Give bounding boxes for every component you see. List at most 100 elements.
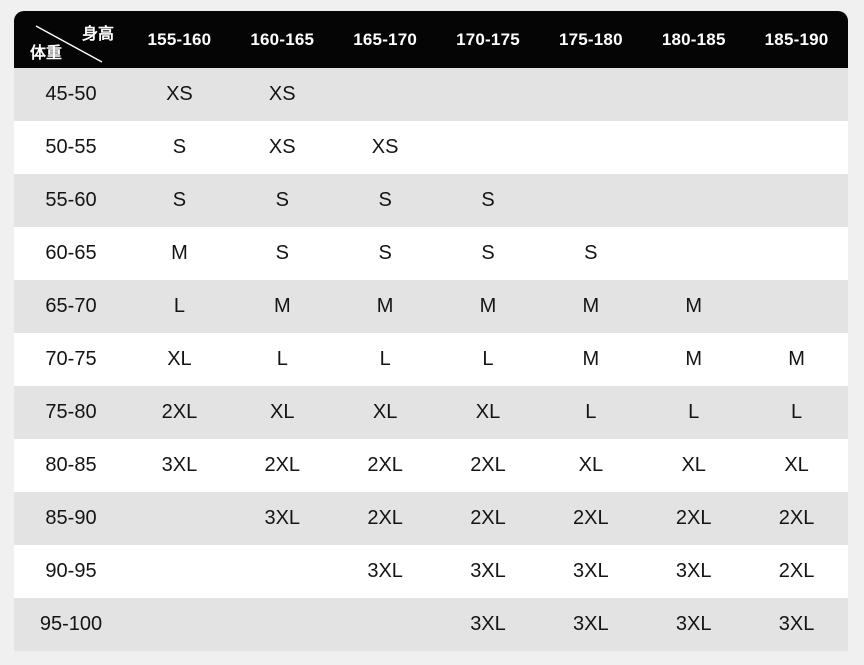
size-cell: M (685, 348, 703, 370)
empty-size-cell (128, 545, 231, 598)
size-cell: 3XL (675, 560, 712, 582)
weight-range-label: 90-95 (45, 560, 97, 582)
weight-range-label: 80-85 (45, 454, 97, 476)
size-cell: M (582, 348, 600, 370)
table-row: 85-90 3XL 2XL 2XL 2XL 2XL 2XL (14, 492, 848, 545)
size-cell: L (791, 401, 803, 423)
size-cell: L (585, 401, 597, 423)
size-cell: 2XL (573, 507, 609, 529)
size-cell: S (172, 136, 187, 158)
size-cell: XL (167, 348, 192, 370)
empty-size-cell (437, 121, 540, 174)
size-cell: XL (578, 454, 604, 476)
size-chart-table: 身高 体重 155-160 160-165 165-170 170-175 175-18… (14, 11, 848, 651)
empty-size-cell (539, 121, 642, 174)
size-cell: 2XL (367, 454, 403, 476)
size-cell: S (172, 189, 187, 211)
size-cell: M (479, 295, 497, 317)
height-column-header: 175-180 (558, 29, 623, 49)
diagonal-divider-line (35, 25, 103, 63)
size-cell: 2XL (161, 401, 198, 423)
corner-cell: 身高 体重 (14, 11, 128, 68)
size-cell: XL (270, 401, 295, 423)
empty-size-cell (539, 68, 642, 121)
height-column-header: 165-170 (353, 29, 418, 49)
empty-size-cell (642, 68, 745, 121)
size-cell: 3XL (161, 454, 198, 476)
size-cell: L (276, 348, 288, 370)
weight-range-label: 55-60 (45, 189, 97, 211)
size-cell: M (171, 242, 188, 264)
size-cell: XS (371, 136, 399, 158)
table-row: 50-55 S XS XS (14, 121, 848, 174)
table-row: 75-80 2XL XL XL XL L L L (14, 386, 848, 439)
height-column-header: 160-165 (250, 29, 315, 49)
weight-range-label: 65-70 (45, 295, 97, 317)
size-cell: 2XL (470, 507, 506, 529)
size-cell: 3XL (573, 613, 609, 635)
size-cell: 3XL (264, 507, 301, 529)
size-cell: 2XL (367, 507, 403, 529)
size-cell: XS (268, 83, 296, 105)
weight-range-label: 85-90 (45, 507, 97, 529)
empty-size-cell (745, 227, 848, 280)
size-cell: S (378, 189, 392, 211)
empty-size-cell (334, 598, 437, 651)
size-cell: 3XL (470, 613, 506, 635)
size-cell: L (379, 348, 391, 370)
size-cell: M (273, 295, 291, 317)
weight-range-label: 75-80 (45, 401, 97, 423)
size-cell: S (275, 242, 289, 264)
table-row: 60-65 M S S S S (14, 227, 848, 280)
size-cell: 2XL (675, 507, 712, 529)
empty-size-cell (231, 545, 334, 598)
size-cell: XS (268, 136, 296, 158)
height-column-header: 185-190 (764, 29, 829, 49)
weight-range-label: 60-65 (45, 242, 97, 264)
size-cell: M (376, 295, 394, 317)
size-cell: S (275, 189, 289, 211)
table-row: 55-60 S S S S (14, 174, 848, 227)
empty-size-cell (642, 227, 745, 280)
table-row: 65-70 L M M M M M (14, 280, 848, 333)
empty-size-cell (539, 174, 642, 227)
table-row: 90-95 3XL 3XL 3XL 3XL 2XL (14, 545, 848, 598)
empty-size-cell (745, 68, 848, 121)
height-column-header: 180-185 (661, 29, 726, 49)
weight-axis-label: 体重 (30, 45, 63, 62)
size-cell: 2XL (778, 560, 815, 582)
size-cell: XS (166, 83, 193, 105)
size-cell: 2XL (470, 454, 506, 476)
height-axis-label: 身高 (81, 26, 114, 43)
size-cell: XL (475, 401, 501, 423)
size-cell: M (788, 348, 805, 370)
empty-size-cell (642, 121, 745, 174)
table-body: 45-50 XS XS 50-55 S XS XS 55-60 S S S S 60-65 M S S S S 65… (14, 68, 848, 651)
size-cell: 3XL (367, 560, 403, 582)
table-row: 80-85 3XL 2XL 2XL 2XL XL XL XL (14, 439, 848, 492)
empty-size-cell (334, 68, 437, 121)
header-row: 身高 体重 155-160 160-165 165-170 170-175 175-18… (14, 11, 848, 68)
size-cell: 3XL (778, 613, 815, 635)
empty-size-cell (128, 492, 231, 545)
size-cell: L (173, 295, 185, 317)
table-row: 70-75 XL L L L M M M (14, 333, 848, 386)
weight-range-label: 70-75 (45, 348, 97, 370)
empty-size-cell (128, 598, 231, 651)
empty-size-cell (745, 121, 848, 174)
empty-size-cell (745, 280, 848, 333)
size-cell: XL (784, 454, 809, 476)
table-row: 45-50 XS XS (14, 68, 848, 121)
size-cell: M (582, 295, 600, 317)
empty-size-cell (745, 174, 848, 227)
size-cell: 3XL (675, 613, 712, 635)
size-cell: S (481, 242, 495, 264)
size-cell: S (378, 242, 392, 264)
size-cell: L (482, 348, 494, 370)
weight-range-label: 95-100 (39, 613, 103, 635)
size-cell: XL (681, 454, 706, 476)
size-cell: 2XL (264, 454, 301, 476)
weight-range-label: 45-50 (45, 83, 97, 105)
size-cell: 3XL (470, 560, 506, 582)
size-cell: S (584, 242, 598, 264)
